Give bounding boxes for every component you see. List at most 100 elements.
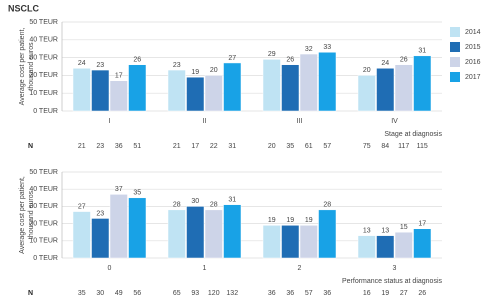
n-value: 117 bbox=[398, 143, 409, 150]
data-label: 31 bbox=[228, 197, 236, 204]
y-tick-label: 30 TEUR bbox=[29, 203, 58, 210]
data-label: 35 bbox=[133, 190, 141, 197]
n-value: 36 bbox=[323, 290, 331, 297]
bar bbox=[357, 235, 376, 259]
n-value: 115 bbox=[417, 143, 428, 150]
bar bbox=[72, 68, 91, 112]
n-value: 21 bbox=[173, 143, 181, 150]
data-label: 28 bbox=[173, 202, 181, 209]
y-axis-label: Average cost per patient, bbox=[19, 28, 26, 106]
data-label: 23 bbox=[96, 62, 104, 69]
n-value: 75 bbox=[363, 143, 371, 150]
y-axis-label: Average cost per patient, bbox=[19, 176, 26, 254]
x-tick-label: III bbox=[297, 118, 303, 125]
data-label: 28 bbox=[210, 202, 218, 209]
bar bbox=[394, 64, 413, 112]
data-label: 19 bbox=[286, 217, 294, 224]
y-tick-label: 40 TEUR bbox=[29, 186, 58, 193]
bar bbox=[223, 204, 242, 259]
bar bbox=[223, 62, 242, 112]
legend-label: 2014 bbox=[465, 29, 481, 36]
bar bbox=[204, 209, 223, 259]
data-label: 19 bbox=[268, 217, 276, 224]
bar bbox=[318, 209, 337, 259]
bar bbox=[186, 206, 205, 259]
data-label: 27 bbox=[78, 203, 86, 210]
data-label: 32 bbox=[305, 46, 313, 53]
n-value: 84 bbox=[381, 143, 389, 150]
n-value: 21 bbox=[78, 143, 86, 150]
bar bbox=[91, 69, 110, 112]
y-tick-label: 0 TEUR bbox=[33, 108, 58, 115]
x-tick-label: IV bbox=[391, 118, 398, 125]
n-value: 16 bbox=[363, 290, 371, 297]
bar bbox=[299, 53, 318, 112]
n-value: 35 bbox=[78, 290, 86, 297]
n-value: 17 bbox=[191, 143, 199, 150]
data-label: 20 bbox=[363, 67, 371, 74]
legend-label: 2017 bbox=[465, 74, 481, 81]
n-value: 132 bbox=[226, 290, 238, 297]
bar bbox=[128, 64, 147, 112]
data-label: 15 bbox=[400, 224, 408, 231]
bar bbox=[394, 231, 413, 259]
legend-swatch bbox=[450, 27, 460, 37]
bar bbox=[413, 55, 432, 112]
data-label: 27 bbox=[228, 55, 236, 62]
data-label: 37 bbox=[115, 186, 123, 193]
legend-swatch bbox=[450, 42, 460, 52]
x-tick-label: II bbox=[203, 118, 207, 125]
bar bbox=[376, 235, 395, 259]
bar bbox=[91, 218, 110, 259]
n-value: 57 bbox=[323, 143, 331, 150]
data-label: 30 bbox=[191, 198, 199, 205]
bar bbox=[376, 68, 395, 112]
bar bbox=[186, 76, 205, 112]
n-value: 31 bbox=[228, 143, 236, 150]
y-tick-label: 10 TEUR bbox=[29, 90, 58, 97]
n-value: 26 bbox=[418, 290, 426, 297]
n-value: 51 bbox=[133, 143, 141, 150]
bar bbox=[204, 75, 223, 112]
data-label: 31 bbox=[418, 48, 426, 55]
n-value: 22 bbox=[210, 143, 218, 150]
data-label: 17 bbox=[418, 221, 426, 228]
bar bbox=[109, 80, 128, 112]
y-axis-label: thousand euros bbox=[28, 42, 35, 91]
n-value: 57 bbox=[305, 290, 313, 297]
bar bbox=[281, 64, 300, 112]
bar bbox=[318, 52, 337, 112]
bar bbox=[167, 69, 186, 112]
data-label: 17 bbox=[115, 73, 123, 80]
n-value: 23 bbox=[96, 143, 104, 150]
data-label: 19 bbox=[191, 69, 199, 76]
n-value: 19 bbox=[381, 290, 389, 297]
bar bbox=[262, 225, 281, 259]
bar bbox=[128, 197, 147, 259]
y-tick-label: 50 TEUR bbox=[29, 19, 58, 26]
x-tick-label: 3 bbox=[393, 265, 397, 272]
y-tick-label: 10 TEUR bbox=[29, 238, 58, 245]
n-label: N bbox=[28, 143, 33, 150]
bar bbox=[167, 209, 186, 259]
n-value: 20 bbox=[268, 143, 276, 150]
data-label: 29 bbox=[268, 51, 276, 58]
n-value: 36 bbox=[268, 290, 276, 297]
data-label: 33 bbox=[323, 44, 331, 51]
y-axis-label: thousand euros bbox=[28, 190, 35, 239]
legend-label: 2016 bbox=[465, 59, 481, 66]
n-value: 120 bbox=[208, 290, 220, 297]
data-label: 13 bbox=[381, 227, 389, 234]
bar bbox=[72, 211, 91, 259]
n-value: 27 bbox=[400, 290, 408, 297]
bar bbox=[281, 225, 300, 259]
n-value: 36 bbox=[286, 290, 294, 297]
x-axis-label: Performance status at diagnosis bbox=[342, 278, 442, 285]
data-label: 13 bbox=[363, 227, 371, 234]
data-label: 23 bbox=[96, 210, 104, 217]
x-axis-label: Stage at diagnosis bbox=[384, 131, 442, 138]
data-label: 19 bbox=[305, 217, 313, 224]
data-label: 28 bbox=[323, 202, 331, 209]
